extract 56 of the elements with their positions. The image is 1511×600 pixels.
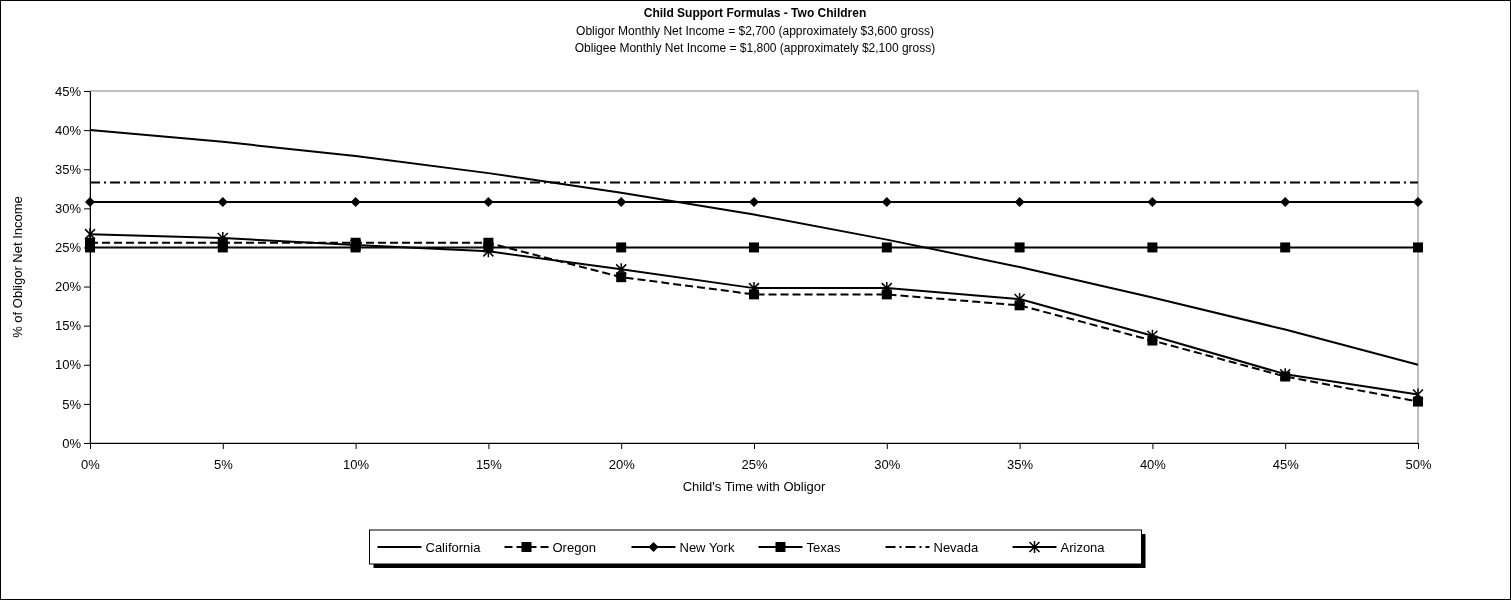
y-tick-label: 25% xyxy=(54,240,82,256)
point xyxy=(84,227,96,241)
legend-label: Arizona xyxy=(1060,540,1106,555)
x-axis-title: Child's Time with Obligor xyxy=(682,479,826,494)
point xyxy=(749,242,759,253)
point xyxy=(217,242,228,253)
legend-label: New York xyxy=(679,540,735,555)
y-tick-label: 45% xyxy=(54,83,82,99)
x-tick-label: 5% xyxy=(213,456,234,472)
legend-label: Nevada xyxy=(933,540,980,555)
x-tick-label: 45% xyxy=(1272,456,1300,472)
point xyxy=(1013,292,1026,306)
x-tick-label: 15% xyxy=(475,456,503,472)
point xyxy=(1413,242,1423,253)
point xyxy=(615,262,627,277)
point xyxy=(749,197,759,208)
point xyxy=(1279,367,1291,381)
y-tick-label: 5% xyxy=(62,396,82,412)
point xyxy=(1147,197,1158,208)
x-tick-label: 50% xyxy=(1405,456,1432,472)
legend-label: California xyxy=(425,540,482,555)
y-axis-title: % of Obligor Net Income xyxy=(10,196,25,338)
point xyxy=(616,242,627,253)
point xyxy=(748,281,760,295)
x-tick-label: 40% xyxy=(1139,456,1167,472)
point xyxy=(349,238,362,252)
point xyxy=(1014,242,1025,253)
point xyxy=(1280,242,1291,253)
x-tick-label: 35% xyxy=(1007,456,1034,472)
x-tick-label: 0% xyxy=(81,456,101,472)
x-tick-label: 20% xyxy=(608,456,636,472)
chart-title: Child Support Formulas - Two Children xyxy=(643,6,867,20)
y-tick-label: 20% xyxy=(54,279,82,295)
point xyxy=(85,197,95,208)
point xyxy=(881,242,892,253)
y-tick-label: 10% xyxy=(54,357,82,373)
legend-label: Texas xyxy=(806,540,841,555)
point xyxy=(1146,329,1159,343)
point xyxy=(482,244,495,259)
chart-subtitle: Obligor Monthly Net Income = $2,700 (approximately $3,600 gross) Obligee Monthly Net Income = $1,800 (approximately $2,100 gross) xyxy=(574,24,936,55)
point xyxy=(1412,387,1424,402)
x-tick-label: 30% xyxy=(874,456,901,472)
point xyxy=(350,197,361,208)
point xyxy=(1147,242,1158,253)
point xyxy=(881,281,893,295)
point xyxy=(1014,197,1025,208)
point xyxy=(483,197,494,208)
point xyxy=(1413,197,1423,208)
y-tick-label: 0% xyxy=(62,435,82,451)
y-tick-label: 40% xyxy=(54,122,82,138)
y-tick-label: 35% xyxy=(54,161,82,177)
y-tick-label: 30% xyxy=(54,200,82,216)
legend-label: Oregon xyxy=(552,540,596,555)
x-tick-label: 10% xyxy=(343,456,370,472)
x-tick-label: 25% xyxy=(741,456,768,472)
y-tick-label: 15% xyxy=(54,318,82,334)
